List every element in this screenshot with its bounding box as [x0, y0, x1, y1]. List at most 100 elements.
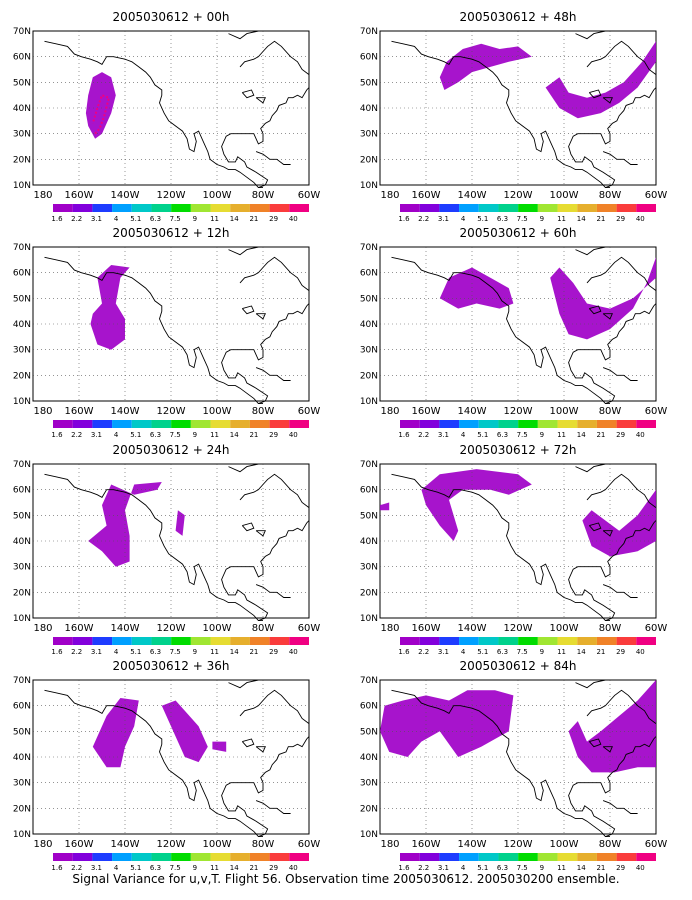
colorbar-label: 1.6 — [398, 864, 410, 872]
panel-title: 2005030612 + 72h — [460, 443, 577, 457]
colorbar-label: 21 — [249, 431, 258, 439]
colorbar-swatch — [92, 420, 113, 428]
colorbar-swatch — [190, 420, 211, 428]
colorbar-swatch — [289, 637, 309, 645]
colorbar-label: 2.2 — [71, 431, 82, 439]
colorbar-label: 3.1 — [438, 864, 449, 872]
colorbar-swatch — [419, 204, 440, 212]
lon-tick-label: 80W — [599, 623, 622, 634]
colorbar-swatch — [478, 204, 499, 212]
colorbar-swatch — [419, 420, 440, 428]
colorbar-label: 11 — [210, 431, 219, 439]
colorbar-label: 2.2 — [418, 431, 429, 439]
lat-tick-label: 70N — [13, 243, 31, 253]
colorbar-swatch — [53, 204, 73, 212]
colorbar-swatch — [269, 853, 290, 861]
colorbar-swatch — [92, 853, 113, 861]
colorbar-label: 9 — [193, 648, 197, 656]
colorbar-label: 14 — [577, 215, 586, 223]
lon-tick-label: 80W — [252, 406, 275, 417]
panel-title: 2005030612 + 24h — [113, 443, 230, 457]
colorbar-swatch — [190, 637, 211, 645]
lon-tick-label: 80W — [599, 190, 622, 201]
colorbar-swatch — [596, 637, 617, 645]
colorbar-swatch — [498, 420, 519, 428]
map-panel-6: 2005030612 + 72h 10N 20N 30N 40N 50N 60N 70N 180… — [360, 443, 668, 656]
colorbar-swatch — [636, 204, 656, 212]
lat-tick-label: 10N — [13, 397, 31, 407]
colorbar-swatch — [72, 637, 93, 645]
map-panel-7: 2005030612 + 36h 10N 20N 30N 40N 50N 60N 70N 180… — [13, 659, 321, 872]
coastline — [221, 87, 310, 189]
colorbar-label: 11 — [557, 648, 566, 656]
colorbar-label: 1.6 — [398, 215, 410, 223]
lon-tick-label: 180 — [33, 406, 52, 417]
lat-tick-label: 70N — [360, 243, 378, 253]
lon-tick-label: 180 — [380, 406, 399, 417]
lat-tick-label: 40N — [13, 537, 31, 547]
colorbar-label: 5.1 — [130, 431, 141, 439]
colorbar-swatch — [230, 853, 250, 861]
colorbar-swatch — [151, 420, 172, 428]
coastline — [602, 800, 638, 814]
colorbar-label: 5.1 — [130, 648, 141, 656]
colorbar-label: 21 — [596, 864, 605, 872]
colorbar-label: 11 — [210, 648, 219, 656]
colorbar-label: 4 — [461, 215, 466, 223]
map-panel-4: 2005030612 + 60h 10N 20N 30N 40N 50N 60N 70N 180… — [360, 226, 668, 439]
lon-tick-label: 140W — [458, 623, 487, 634]
colorbar-swatch — [577, 420, 597, 428]
lon-tick-label: 120W — [504, 623, 533, 634]
colorbar-swatch — [112, 204, 132, 212]
lon-tick-label: 140W — [458, 406, 487, 417]
coastline — [568, 303, 657, 405]
colorbar-label: 7.5 — [170, 215, 181, 223]
coastline — [575, 30, 606, 40]
lat-tick-label: 60N — [13, 53, 31, 63]
colorbar-label: 29 — [616, 648, 625, 656]
colorbar-label: 11 — [557, 864, 566, 872]
colorbar-swatch — [596, 420, 617, 428]
lon-tick-label: 160W — [412, 839, 441, 850]
colorbar-swatch — [459, 420, 479, 428]
lat-tick-label: 30N — [360, 346, 378, 356]
lat-tick-label: 40N — [13, 104, 31, 114]
colorbar-swatch — [230, 420, 250, 428]
colorbar-swatch — [537, 637, 558, 645]
colorbar-swatch — [249, 420, 270, 428]
colorbar-label: 21 — [596, 648, 605, 656]
colorbar-label: 5.1 — [477, 864, 488, 872]
colorbar-label: 40 — [289, 215, 298, 223]
coastline — [586, 256, 657, 291]
colorbar-label: 2.2 — [418, 648, 429, 656]
coastline — [228, 679, 259, 689]
lon-tick-label: 180 — [380, 623, 399, 634]
colorbar-swatch — [439, 853, 460, 861]
lat-tick-label: 10N — [360, 181, 378, 191]
colorbar-label: 29 — [269, 648, 278, 656]
variance-contour — [85, 72, 116, 139]
colorbar-label: 3.1 — [91, 215, 102, 223]
map-panel-8: 2005030612 + 84h 10N 20N 30N 40N 50N 60N 70N 180… — [360, 659, 668, 872]
panel-title: 2005030612 + 84h — [460, 659, 577, 673]
map-panel-3: 2005030612 + 12h 10N 20N 30N 40N 50N 60N 70N 180… — [13, 226, 321, 439]
colorbar-label: 1.6 — [51, 648, 63, 656]
colorbar-swatch — [557, 637, 578, 645]
colorbar-swatch — [230, 204, 250, 212]
lat-tick-label: 20N — [360, 155, 378, 165]
colorbar-label: 21 — [249, 864, 258, 872]
colorbar-swatch — [577, 637, 597, 645]
colorbar-swatch — [210, 420, 231, 428]
lon-tick-label: 120W — [504, 839, 533, 850]
colorbar-swatch — [518, 204, 538, 212]
colorbar-label: 6.3 — [497, 215, 508, 223]
lat-tick-label: 30N — [360, 563, 378, 573]
colorbar-label: 40 — [289, 864, 298, 872]
colorbar-label: 7.5 — [517, 215, 528, 223]
lat-tick-label: 40N — [360, 320, 378, 330]
lat-tick-label: 50N — [13, 78, 31, 88]
colorbar-swatch — [596, 853, 617, 861]
colorbar-swatch — [210, 204, 231, 212]
colorbar-swatch — [596, 204, 617, 212]
colorbar-swatch — [151, 204, 172, 212]
